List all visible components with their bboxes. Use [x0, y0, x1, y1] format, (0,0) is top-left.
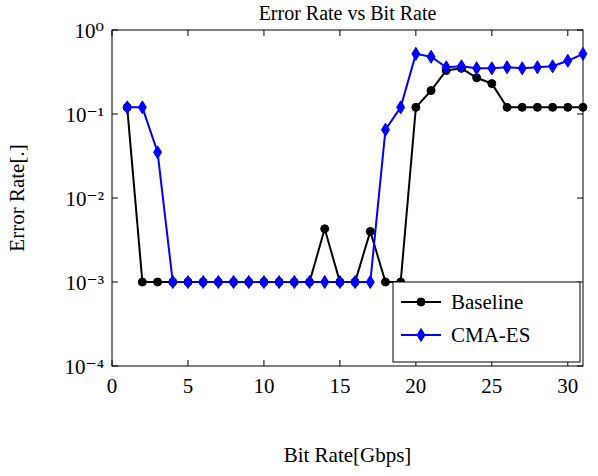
data-point	[503, 61, 511, 74]
y-tick	[577, 198, 583, 199]
data-point	[138, 101, 146, 114]
data-point	[412, 103, 420, 111]
series-markers	[123, 47, 587, 288]
x-tick-label: 20	[405, 374, 426, 398]
data-point	[214, 276, 222, 289]
data-point	[154, 278, 162, 286]
x-axis-label: Bit Rate[Gbps]	[284, 443, 412, 467]
x-tick	[339, 360, 340, 366]
data-point	[260, 276, 268, 289]
data-point	[579, 47, 587, 60]
x-tick	[491, 30, 492, 36]
y-tick-label: 10⁰	[75, 19, 104, 43]
data-point	[351, 276, 359, 289]
x-tick-label: 15	[329, 374, 350, 398]
legend-box	[393, 282, 580, 362]
x-tick-label: 5	[183, 374, 194, 398]
data-point	[366, 227, 374, 235]
data-point	[549, 103, 557, 111]
y-tick-label: 10⁻³	[66, 271, 104, 295]
series-lines	[127, 54, 583, 282]
y-tick-label: 10⁻¹	[66, 103, 104, 127]
y-axis-label: Error Rate[.]	[5, 144, 29, 251]
legend-marker	[417, 298, 425, 306]
y-tick	[112, 114, 118, 115]
data-point	[397, 101, 405, 114]
legend: Baseline CMA-ES	[393, 282, 580, 362]
x-tick-label: 25	[481, 374, 502, 398]
x-tick-label: 30	[557, 374, 578, 398]
x-tick	[187, 360, 188, 366]
series-line	[127, 68, 583, 282]
data-point	[564, 103, 572, 111]
data-point	[473, 62, 481, 75]
x-tick	[339, 30, 340, 36]
plot-frame	[112, 30, 583, 366]
x-tick-label: 0	[107, 374, 118, 398]
data-point	[366, 276, 374, 289]
data-point	[321, 225, 329, 233]
x-tick	[415, 30, 416, 36]
data-point	[154, 146, 162, 159]
x-tick	[263, 30, 264, 36]
data-point	[488, 62, 496, 75]
data-point	[184, 276, 192, 289]
y-tick-label: 10⁻²	[66, 187, 104, 211]
data-point	[549, 60, 557, 73]
data-point	[427, 50, 435, 63]
data-point	[442, 61, 450, 74]
y-tick-label: 10⁻⁴	[65, 355, 104, 379]
data-point	[381, 278, 389, 286]
data-point	[123, 101, 131, 114]
data-point	[306, 276, 314, 289]
legend-marker	[417, 329, 425, 342]
data-point	[427, 87, 435, 95]
data-point	[457, 60, 465, 73]
data-point	[579, 103, 587, 111]
data-point	[169, 276, 177, 289]
data-point	[321, 276, 329, 289]
data-point	[564, 54, 572, 67]
x-tick	[187, 30, 188, 36]
x-tick	[567, 30, 568, 36]
chart: Error Rate vs Bit Rate Bit Rate[Gbps] Erro…	[0, 0, 598, 476]
series-line	[127, 54, 583, 282]
data-point	[503, 103, 511, 111]
data-point	[290, 276, 298, 289]
x-tick	[263, 360, 264, 366]
data-point	[336, 276, 344, 289]
data-point	[245, 276, 253, 289]
y-tick	[112, 198, 118, 199]
title: Error Rate vs Bit Rate	[259, 2, 437, 24]
data-point	[533, 103, 541, 111]
data-point	[138, 278, 146, 286]
y-tick	[112, 282, 118, 283]
legend-label: CMA-ES	[451, 323, 530, 347]
legend-label: Baseline	[451, 290, 523, 314]
data-point	[275, 276, 283, 289]
y-tick	[577, 114, 583, 115]
data-point	[533, 61, 541, 74]
ticks: 0 5 10 15 20 25 30 10⁻⁴ 10⁻³ 10⁻² 10⁻¹ 10⁰	[65, 19, 583, 398]
data-point	[518, 103, 526, 111]
data-point	[518, 62, 526, 75]
x-tick-label: 10	[253, 374, 274, 398]
data-point	[199, 276, 207, 289]
data-point	[412, 47, 420, 60]
data-point	[488, 80, 496, 88]
data-point	[230, 276, 238, 289]
data-point	[381, 123, 389, 136]
